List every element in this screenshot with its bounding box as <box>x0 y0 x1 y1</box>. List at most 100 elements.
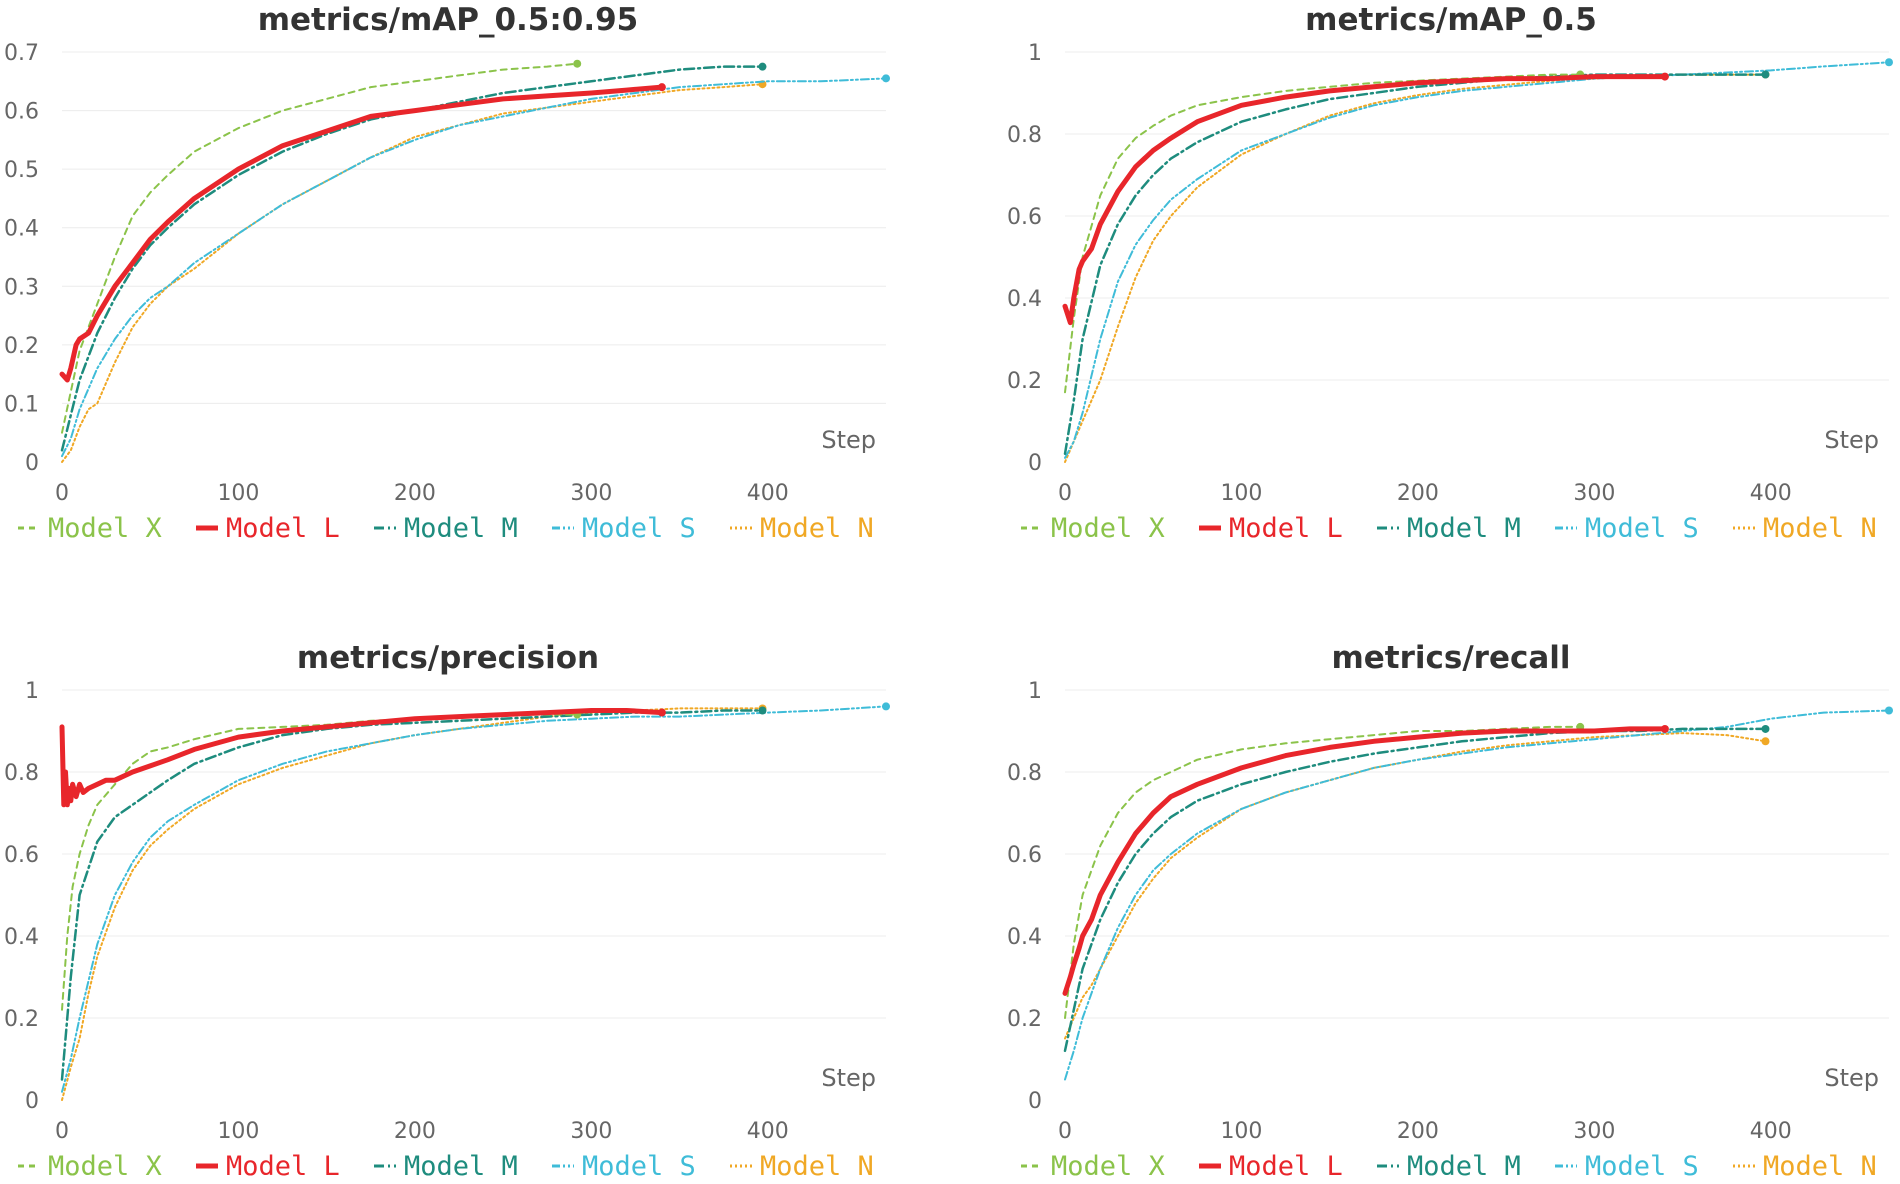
legend-item-model-n[interactable]: Model N <box>1733 513 1877 544</box>
series-line-model-m <box>60 65 764 452</box>
chart-title: metrics/mAP_0.5 <box>1305 2 1597 38</box>
chart-panel-1: metrics/mAP_0.5:0.95 0 0.1 0.2 0.3 0.4 0.5 0.6 0… <box>4 2 890 544</box>
x-tick-label: 0 <box>55 481 69 506</box>
legend-label: Model S <box>1585 513 1699 544</box>
legend-item-model-m[interactable]: Model M <box>1377 1151 1521 1182</box>
legend-item-model-x[interactable]: Model X <box>1021 513 1165 544</box>
series-endpoint-marker <box>758 62 767 71</box>
y-tick-label: 0.6 <box>4 100 39 125</box>
x-tick-label: 400 <box>1750 1119 1792 1144</box>
legend-item-model-l[interactable]: Model L <box>196 513 340 544</box>
legend-item-model-x[interactable]: Model X <box>1021 1151 1165 1182</box>
x-tick-label: 300 <box>570 1119 612 1144</box>
series-endpoint-marker <box>882 74 890 83</box>
y-tick-label: 0.8 <box>4 761 39 786</box>
legend-label: Model S <box>582 513 696 544</box>
x-tick-label: 100 <box>217 481 259 506</box>
y-tick-label: 0.5 <box>4 158 39 183</box>
legend-label: Model N <box>760 513 874 544</box>
legend-label: Model L <box>226 513 340 544</box>
legend-label: Model L <box>1229 1151 1343 1182</box>
x-tick-label: 0 <box>1058 1119 1072 1144</box>
y-tick-label: 0.6 <box>4 843 39 868</box>
series-endpoint-marker <box>1761 70 1770 79</box>
series-line-model-n <box>61 83 764 463</box>
chart-panel-3: metrics/precision 0 0.2 0.4 0.6 0.8 1 0 100 200 30… <box>4 640 890 1182</box>
x-axis-label: Step <box>821 1064 876 1092</box>
series-line-model-m <box>60 709 764 1081</box>
series-line-model-s <box>61 705 887 1093</box>
legend-label: Model M <box>404 1151 518 1182</box>
legend-label: Model L <box>1229 513 1343 544</box>
x-tick-label: 200 <box>394 1119 436 1144</box>
y-tick-label: 0.7 <box>4 41 39 66</box>
y-tick-label: 0.8 <box>1007 123 1042 148</box>
x-tick-label: 400 <box>1750 481 1792 506</box>
legend-label: Model S <box>582 1151 696 1182</box>
series-line-model-x <box>1064 725 1582 1019</box>
x-tick-label: 400 <box>747 1119 789 1144</box>
y-tick-label: 1 <box>1028 41 1042 66</box>
series-endpoint-marker <box>1885 58 1893 67</box>
y-tick-label: 0 <box>1028 451 1042 476</box>
legend-item-model-s[interactable]: Model S <box>1555 513 1699 544</box>
series-endpoint-marker <box>882 702 890 711</box>
x-tick-label: 300 <box>1573 481 1615 506</box>
legend-item-model-l[interactable]: Model L <box>1199 1151 1343 1182</box>
series-line-model-x <box>1064 73 1582 394</box>
legend-item-model-m[interactable]: Model M <box>374 1151 518 1182</box>
y-tick-label: 0.4 <box>1007 925 1042 950</box>
legend-item-model-m[interactable]: Model M <box>1377 513 1521 544</box>
legend-item-model-x[interactable]: Model X <box>18 513 162 544</box>
legend-label: Model L <box>226 1151 340 1182</box>
x-tick-label: 100 <box>217 1119 259 1144</box>
y-tick-label: 0.4 <box>4 217 39 242</box>
legend-label: Model S <box>1585 1151 1699 1182</box>
legend-label: Model X <box>1051 513 1165 544</box>
series-line-model-n <box>61 707 764 1101</box>
series-line-model-l <box>59 708 665 808</box>
y-tick-label: 0.2 <box>1007 369 1042 394</box>
y-tick-label: 0 <box>1028 1089 1042 1114</box>
y-tick-label: 0 <box>25 451 39 476</box>
legend-label: Model N <box>760 1151 874 1182</box>
y-tick-label: 0.2 <box>4 334 39 359</box>
y-tick-label: 1 <box>25 679 39 704</box>
x-tick-label: 400 <box>747 481 789 506</box>
legend-item-model-n[interactable]: Model N <box>730 513 874 544</box>
series-endpoint-marker <box>1885 706 1893 715</box>
series-endpoint-marker <box>758 706 767 715</box>
legend-item-model-x[interactable]: Model X <box>18 1151 162 1182</box>
series-endpoint-marker <box>1660 724 1669 733</box>
legend-item-model-s[interactable]: Model S <box>552 513 696 544</box>
x-tick-label: 0 <box>1058 481 1072 506</box>
y-tick-label: 0 <box>25 1089 39 1114</box>
chart-panel-2: metrics/mAP_0.5 0 0.2 0.4 0.6 0.8 1 0 100 200 300 4… <box>1007 2 1893 544</box>
legend-item-model-s[interactable]: Model S <box>552 1151 696 1182</box>
series-line-model-m <box>1063 73 1767 456</box>
y-tick-label: 0.4 <box>4 925 39 950</box>
x-axis-label: Step <box>1824 426 1879 454</box>
x-tick-label: 0 <box>55 1119 69 1144</box>
legend-item-model-m[interactable]: Model M <box>374 513 518 544</box>
series-line-model-s <box>1064 61 1890 459</box>
series-line-model-s <box>61 77 887 458</box>
legend-label: Model M <box>1407 1151 1521 1182</box>
legend-item-model-s[interactable]: Model S <box>1555 1151 1699 1182</box>
series-endpoint-marker <box>1660 72 1669 81</box>
series-endpoint-marker <box>657 708 666 717</box>
series-endpoint-marker <box>573 59 582 68</box>
series-line-model-n <box>1064 732 1767 1040</box>
y-tick-label: 0.6 <box>1007 843 1042 868</box>
legend-item-model-n[interactable]: Model N <box>1733 1151 1877 1182</box>
legend-item-model-l[interactable]: Model L <box>1199 513 1343 544</box>
legend-item-model-l[interactable]: Model L <box>196 1151 340 1182</box>
x-axis-label: Step <box>1824 1064 1879 1092</box>
chart-title: metrics/mAP_0.5:0.95 <box>258 2 639 38</box>
series-endpoint-marker <box>657 83 666 92</box>
series-line-model-l <box>1062 74 1668 326</box>
y-tick-label: 0.3 <box>4 275 39 300</box>
series-endpoint-marker <box>1761 737 1770 746</box>
legend-item-model-n[interactable]: Model N <box>730 1151 874 1182</box>
